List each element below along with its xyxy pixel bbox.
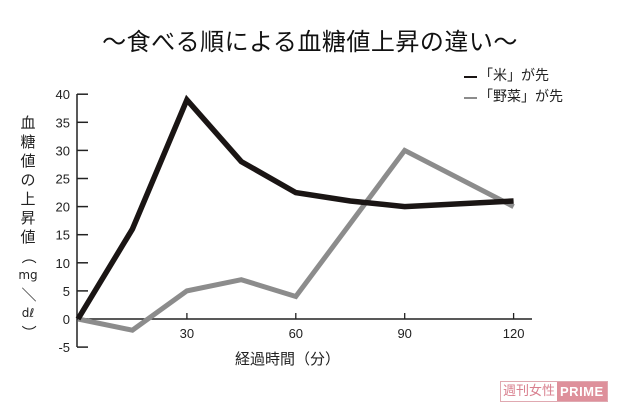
series-line-rice-first	[75, 94, 514, 321]
y-axis-label-char: 値	[20, 152, 36, 170]
y-tick-label: -5	[58, 340, 70, 355]
y-tick-label: 25	[56, 172, 70, 187]
x-axis: 30 60 90 120	[77, 313, 532, 341]
publisher-logo: 週刊女性 PRIME	[500, 381, 608, 402]
legend-label: 「野菜」が先	[479, 89, 563, 105]
y-tick-label: 0	[63, 312, 70, 327]
x-tick-label: 30	[180, 326, 194, 341]
x-axis-label: 経過時間（分）	[235, 350, 341, 368]
y-tick-label: 15	[56, 228, 70, 243]
legend: 「米」が先 「野菜」が先	[464, 66, 563, 108]
y-axis-label: 血 糖 値 の 上 昇 値 （ mg ／ dℓ ）	[18, 114, 38, 342]
x-tick-label: 120	[503, 326, 525, 341]
x-tick-label: 60	[289, 326, 303, 341]
y-tick-label: 35	[56, 115, 70, 130]
logo-text-right: PRIME	[557, 382, 607, 401]
y-tick-label: 30	[56, 143, 70, 158]
legend-label: 「米」が先	[479, 68, 549, 84]
y-tick-label: 40	[56, 87, 70, 102]
y-axis-label-char: mg	[18, 268, 38, 282]
series-line-vegetables-first	[77, 147, 515, 333]
legend-swatch-gray	[464, 96, 477, 99]
y-axis-label-char: 上	[20, 190, 36, 208]
logo-text-left: 週刊女性	[501, 382, 558, 401]
x-tick-label: 90	[397, 326, 411, 341]
y-axis-label-char: の	[20, 171, 36, 189]
legend-item-vegetables-first: 「野菜」が先	[464, 87, 563, 108]
y-axis-label-char: 血	[20, 114, 36, 132]
chart-title: 〜食べる順による血糖値上昇の違い〜	[102, 28, 518, 56]
legend-swatch-black	[464, 75, 477, 78]
y-axis-label-char: 昇	[20, 209, 36, 227]
y-axis-label-char: dℓ	[21, 306, 35, 320]
y-axis-label-char: 値	[20, 228, 36, 246]
y-axis-label-char: 糖	[20, 133, 36, 151]
legend-item-rice-first: 「米」が先	[464, 66, 563, 87]
y-tick-label: 20	[56, 200, 70, 215]
y-tick-label: 5	[63, 284, 70, 299]
y-tick-label: 10	[56, 256, 70, 271]
